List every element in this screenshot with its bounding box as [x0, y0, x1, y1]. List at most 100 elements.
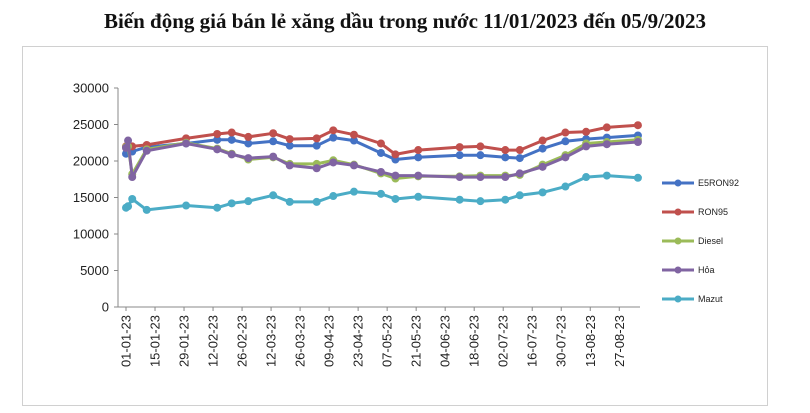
data-point [285, 141, 294, 150]
data-point [128, 173, 137, 182]
x-tick-label: 09-04-23 [322, 315, 337, 367]
data-point [633, 138, 642, 147]
data-point [455, 151, 464, 160]
data-point [376, 167, 385, 176]
data-point [227, 135, 236, 144]
data-point [244, 132, 253, 141]
x-tick-label: 02-07-23 [496, 315, 511, 367]
data-point [227, 128, 236, 137]
data-point [312, 134, 321, 143]
data-point [376, 139, 385, 148]
data-point [269, 137, 278, 146]
chart-area [22, 46, 768, 406]
data-point [476, 151, 485, 160]
x-tick-label: 27-08-23 [612, 315, 627, 367]
data-point [414, 153, 423, 162]
data-point [414, 146, 423, 155]
data-point [414, 192, 423, 201]
y-tick-label: 5000 [80, 263, 109, 278]
data-point [538, 162, 547, 171]
data-point [414, 171, 423, 180]
data-point [124, 202, 133, 211]
x-tick-label: 12-03-23 [264, 315, 279, 367]
data-point [515, 169, 524, 178]
x-tick-label: 13-08-23 [583, 315, 598, 367]
x-tick-label: 29-01-23 [177, 315, 192, 367]
data-point [312, 197, 321, 206]
legend-swatch-marker [674, 295, 682, 303]
data-point [561, 182, 570, 191]
data-point [391, 150, 400, 159]
data-point [213, 203, 222, 212]
x-tick-label: 04-06-23 [438, 315, 453, 367]
x-tick-label: 30-07-23 [554, 315, 569, 367]
data-point [213, 145, 222, 154]
data-point [602, 123, 611, 132]
legend-label: Mazut [698, 294, 723, 304]
x-tick-label: 16-07-23 [525, 315, 540, 367]
x-tick-label: 26-03-23 [293, 315, 308, 367]
data-point [285, 197, 294, 206]
data-point [455, 195, 464, 204]
data-point [142, 205, 151, 214]
legend-swatch-marker [674, 266, 682, 274]
data-point [561, 128, 570, 137]
x-tick-label: 15-01-23 [148, 315, 163, 367]
data-point [561, 137, 570, 146]
data-point [349, 187, 358, 196]
data-point [582, 127, 591, 136]
data-point [476, 197, 485, 206]
data-point [182, 201, 191, 210]
data-point [244, 154, 253, 163]
data-point [285, 161, 294, 170]
y-tick-label: 25000 [73, 117, 109, 132]
legend-label: E5RON92 [698, 178, 739, 188]
chart-title: Biến động giá bán lẻ xăng dầu trong nước… [103, 9, 707, 33]
data-point [455, 173, 464, 182]
data-point [391, 171, 400, 180]
x-tick-label: 07-05-23 [380, 315, 395, 367]
data-point [349, 161, 358, 170]
data-point [602, 140, 611, 149]
data-point [538, 136, 547, 145]
data-point [285, 135, 294, 144]
data-point [561, 153, 570, 162]
data-point [633, 173, 642, 182]
x-tick-label: 12-02-23 [206, 315, 221, 367]
data-point [376, 189, 385, 198]
data-point [582, 173, 591, 182]
legend-swatch-marker [674, 237, 682, 245]
x-tick-label: 21-05-23 [409, 315, 424, 367]
data-point [538, 144, 547, 153]
data-point [376, 148, 385, 157]
y-tick-label: 30000 [73, 81, 109, 96]
data-point [501, 195, 510, 204]
data-point [476, 173, 485, 182]
legend-swatch-marker [674, 179, 682, 187]
data-point [515, 191, 524, 200]
data-point [633, 121, 642, 130]
data-point [329, 126, 338, 135]
data-point [329, 158, 338, 167]
data-point [515, 146, 524, 155]
data-point [501, 153, 510, 162]
data-point [124, 136, 133, 145]
data-point [501, 146, 510, 155]
x-tick-label: 23-04-23 [351, 315, 366, 367]
y-tick-label: 20000 [73, 154, 109, 169]
data-point [244, 139, 253, 148]
legend-label: Hỏa [698, 265, 715, 275]
data-point [538, 188, 547, 197]
data-point [455, 143, 464, 152]
y-tick-label: 0 [102, 300, 109, 315]
data-point [213, 135, 222, 144]
data-point [476, 142, 485, 151]
data-point [269, 152, 278, 161]
data-point [227, 150, 236, 159]
data-point [515, 154, 524, 163]
data-point [122, 143, 130, 152]
data-point [312, 141, 321, 150]
data-point [582, 142, 591, 151]
x-tick-label: 01-01-23 [119, 315, 134, 367]
